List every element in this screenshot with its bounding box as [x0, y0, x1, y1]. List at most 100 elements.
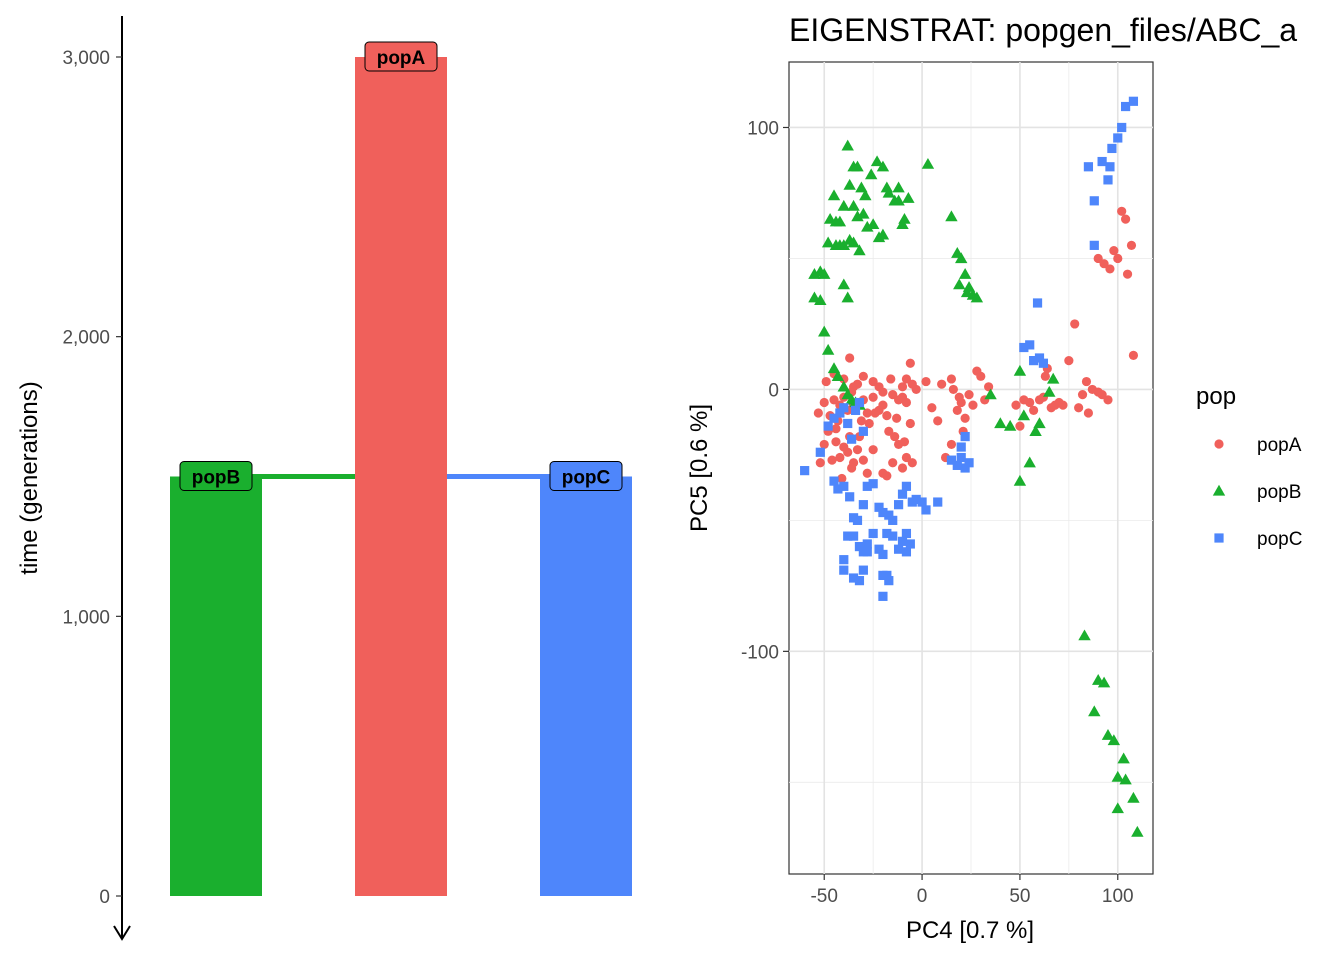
point-popC	[893, 500, 904, 510]
point-popA	[1081, 376, 1092, 387]
population-label-popA: popA	[377, 48, 426, 69]
point-popA	[819, 397, 829, 408]
point-popC	[854, 541, 865, 552]
time-tick-label: 2,000	[62, 328, 110, 349]
point-popB	[1111, 802, 1124, 814]
point-popC	[843, 531, 853, 541]
point-popA	[1099, 259, 1109, 269]
population-label-box-popB	[179, 461, 253, 491]
x-tick-label: 0	[917, 886, 928, 907]
point-popA	[1097, 390, 1107, 400]
point-popA	[1113, 253, 1123, 264]
point-popB	[859, 189, 872, 201]
point-popC	[956, 442, 966, 452]
point-popC	[888, 515, 898, 525]
point-popC	[921, 505, 931, 515]
point-popA	[921, 376, 931, 387]
point-popA	[897, 463, 908, 473]
point-popC	[901, 481, 912, 491]
time-tick-label: 0	[99, 887, 110, 908]
point-popC	[823, 421, 833, 431]
point-popA	[858, 371, 868, 381]
point-popA	[829, 395, 839, 405]
point-popB	[902, 192, 915, 203]
point-popC	[1128, 96, 1139, 106]
population-bars	[170, 57, 632, 896]
point-popC	[946, 455, 957, 465]
point-popB	[827, 362, 841, 374]
point-popB	[1088, 705, 1101, 717]
population-bar-popB	[170, 476, 262, 896]
point-popA	[1109, 245, 1119, 256]
point-popC	[874, 544, 884, 554]
point-popC	[868, 479, 878, 489]
point-popC	[917, 497, 927, 507]
point-popA	[819, 439, 829, 450]
x-tick-label: -50	[810, 886, 837, 907]
point-popC	[901, 528, 912, 539]
point-popA	[886, 374, 896, 384]
point-popB	[1117, 752, 1130, 764]
point-popB	[876, 160, 890, 172]
point-popB	[892, 194, 905, 206]
point-popA	[1029, 405, 1039, 415]
point-popB	[876, 228, 890, 240]
point-popC	[960, 463, 970, 473]
point-popC	[878, 549, 888, 560]
point-popB	[1119, 773, 1132, 785]
point-popB	[882, 186, 896, 198]
legend-label-popB: popB	[1257, 482, 1301, 503]
point-popB	[1033, 417, 1046, 429]
point-popC	[878, 591, 888, 601]
population-bar-popC	[540, 476, 632, 896]
point-popC	[839, 555, 849, 565]
point-popC	[858, 426, 868, 436]
legend-label-popC: popC	[1257, 529, 1302, 550]
legend-title: pop	[1196, 383, 1236, 410]
point-popA	[897, 382, 908, 392]
point-popA	[848, 382, 859, 392]
point-popC	[905, 539, 915, 549]
point-popA	[899, 437, 910, 447]
point-popA	[1040, 371, 1050, 381]
point-popB	[1013, 364, 1027, 376]
point-popC	[1113, 133, 1123, 143]
scatter-axes: -50 0 50 100 -100 0 100	[741, 118, 1134, 907]
point-popC	[815, 447, 825, 457]
point-popB	[866, 218, 880, 230]
point-popA	[856, 416, 867, 426]
point-popA	[907, 458, 917, 468]
point-popA	[1093, 253, 1103, 264]
point-popC	[1121, 101, 1131, 112]
point-popC	[897, 489, 908, 499]
point-popC	[882, 570, 892, 580]
point-popB	[898, 212, 911, 224]
point-popB	[864, 168, 878, 180]
population-label-popC: popC	[562, 468, 611, 489]
point-popA	[1122, 269, 1133, 279]
point-popA	[868, 392, 878, 402]
point-popA	[901, 452, 912, 463]
point-popA	[813, 408, 823, 418]
point-popC	[1103, 175, 1113, 185]
point-popA	[835, 452, 845, 463]
point-popA	[837, 473, 847, 484]
point-popA	[946, 374, 957, 384]
legend-key-popC	[1214, 533, 1224, 543]
point-popB	[960, 286, 974, 298]
scatter-title: EIGENSTRAT: popgen_files/ABC_a	[789, 12, 1297, 48]
point-popA	[1015, 421, 1025, 431]
point-popB	[833, 239, 847, 251]
point-popB	[837, 380, 850, 392]
point-popB	[1043, 385, 1056, 397]
scatter-points	[800, 96, 1144, 837]
point-popC	[1034, 353, 1045, 363]
point-popB	[1046, 372, 1060, 384]
point-popA	[870, 408, 880, 418]
point-popB	[1127, 791, 1140, 803]
point-popC	[835, 408, 845, 418]
point-popA	[868, 445, 878, 455]
point-popA	[843, 447, 853, 457]
point-popA	[884, 426, 894, 436]
point-popB	[1111, 770, 1124, 782]
